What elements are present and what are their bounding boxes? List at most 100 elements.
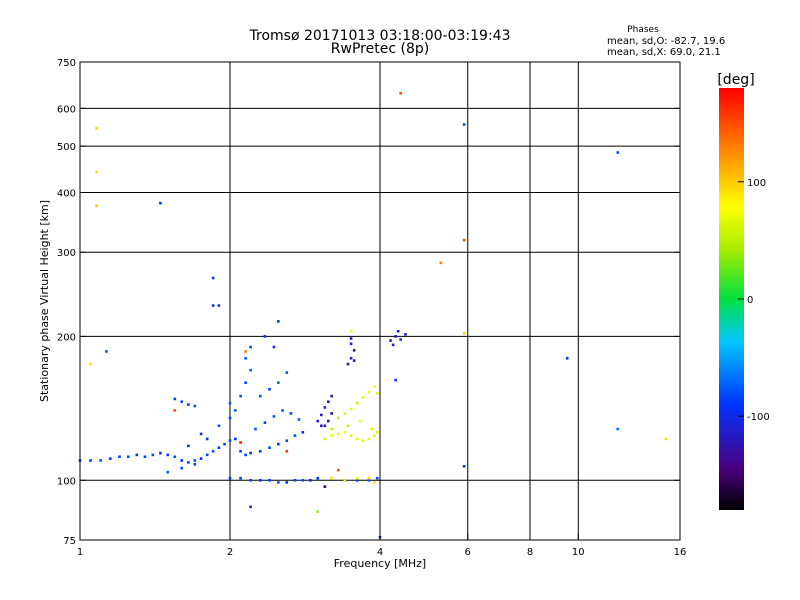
y-tick-label: 500	[57, 142, 76, 153]
y-axis-ticks: 75 100 200 300 400 500 600 750	[57, 58, 680, 547]
colorbar-tick-label: -100	[747, 412, 770, 423]
echo-point	[394, 335, 397, 338]
echo-point	[391, 343, 395, 347]
echo-point	[276, 320, 280, 323]
y-axis-label: Stationary phase Virtual Height [km]	[38, 200, 51, 402]
phase-stats-o-mode: mean, sd,O: -82.7, 19.6	[607, 36, 725, 47]
echo-point	[285, 371, 289, 374]
phase-stats-heading: Phases	[627, 25, 659, 35]
echo-point	[297, 418, 301, 421]
echo-point	[337, 416, 340, 420]
echo-point	[263, 421, 267, 424]
y-tick-label: 400	[57, 188, 76, 199]
echo-point	[199, 457, 203, 460]
echo-point	[439, 261, 443, 265]
echo-point	[126, 455, 130, 459]
echo-point	[375, 476, 379, 480]
echo-point	[343, 431, 347, 434]
echo-point	[349, 329, 353, 333]
echo-point	[180, 459, 184, 462]
echo-point	[180, 400, 184, 404]
echo-point	[159, 201, 162, 205]
echo-point	[355, 476, 359, 480]
echo-point	[205, 437, 209, 441]
echo-point	[187, 403, 190, 406]
echo-point	[173, 455, 177, 459]
echo-point	[180, 466, 184, 470]
echo-point	[95, 170, 98, 174]
echo-point	[664, 437, 668, 441]
y-tick-label: 600	[57, 104, 76, 115]
x-tick-label: 10	[572, 547, 585, 558]
echo-point	[258, 394, 262, 398]
echo-point	[244, 356, 247, 360]
echo-point	[355, 437, 359, 441]
echo-point	[151, 453, 155, 457]
echo-point	[244, 350, 247, 353]
echo-point	[199, 432, 203, 436]
phase-stats-x-mode: mean, sd,X: 69.0, 21.1	[607, 47, 721, 58]
echo-point	[166, 470, 170, 474]
echo-point	[268, 388, 271, 391]
echo-point	[323, 424, 327, 428]
echo-point	[370, 427, 374, 431]
echo-point	[367, 476, 371, 480]
colorbar-label: [deg]	[717, 72, 754, 88]
echo-point	[349, 342, 353, 346]
echo-point	[349, 407, 353, 411]
echo-point	[249, 368, 252, 372]
echo-point	[159, 451, 162, 455]
echo-point	[399, 338, 402, 341]
echo-point	[462, 331, 466, 335]
echo-point	[285, 449, 289, 453]
echo-point	[228, 439, 232, 443]
echo-point	[367, 478, 371, 482]
colorbar-ticks: 100 0 -100	[738, 178, 770, 423]
echo-point	[323, 406, 327, 409]
echo-point	[217, 304, 221, 307]
echo-point	[301, 478, 305, 482]
echo-point	[272, 345, 276, 349]
echo-point	[330, 476, 334, 480]
echo-point	[244, 381, 247, 385]
echo-point	[316, 476, 320, 480]
echo-point	[258, 449, 262, 453]
echo-point	[239, 394, 242, 398]
echo-point	[373, 385, 376, 388]
echo-point	[616, 151, 620, 154]
echo-point	[268, 478, 271, 482]
echo-point	[239, 449, 242, 453]
echo-point	[404, 333, 407, 336]
echo-point	[187, 461, 190, 464]
echo-point	[272, 415, 276, 418]
echo-point	[244, 453, 247, 457]
echo-point	[346, 362, 350, 366]
echo-point	[373, 481, 376, 484]
echo-point	[394, 378, 397, 382]
echo-point	[166, 453, 170, 457]
echo-point	[349, 356, 353, 360]
echo-point	[276, 381, 280, 385]
chart-title-line2: RwPretec (8p)	[331, 41, 429, 57]
echo-point	[95, 126, 98, 130]
echo-point	[396, 329, 400, 333]
echo-point	[320, 413, 323, 417]
echo-point	[276, 442, 280, 446]
echo-point	[316, 419, 320, 423]
echo-point	[211, 304, 215, 307]
echo-point	[346, 424, 350, 428]
y-tick-label: 100	[57, 476, 76, 487]
echo-point	[187, 444, 190, 448]
echo-point	[289, 412, 293, 415]
echo-point	[211, 449, 215, 453]
echo-point	[239, 476, 242, 480]
x-axis-label: Frequency [MHz]	[334, 557, 426, 570]
echo-point	[323, 437, 327, 441]
echo-point	[352, 359, 356, 362]
echo-point	[95, 204, 98, 208]
echo-point	[343, 412, 347, 415]
x-tick-label: 16	[674, 547, 687, 558]
echo-point	[293, 478, 297, 482]
colorbar-tick-label: 0	[747, 295, 753, 306]
